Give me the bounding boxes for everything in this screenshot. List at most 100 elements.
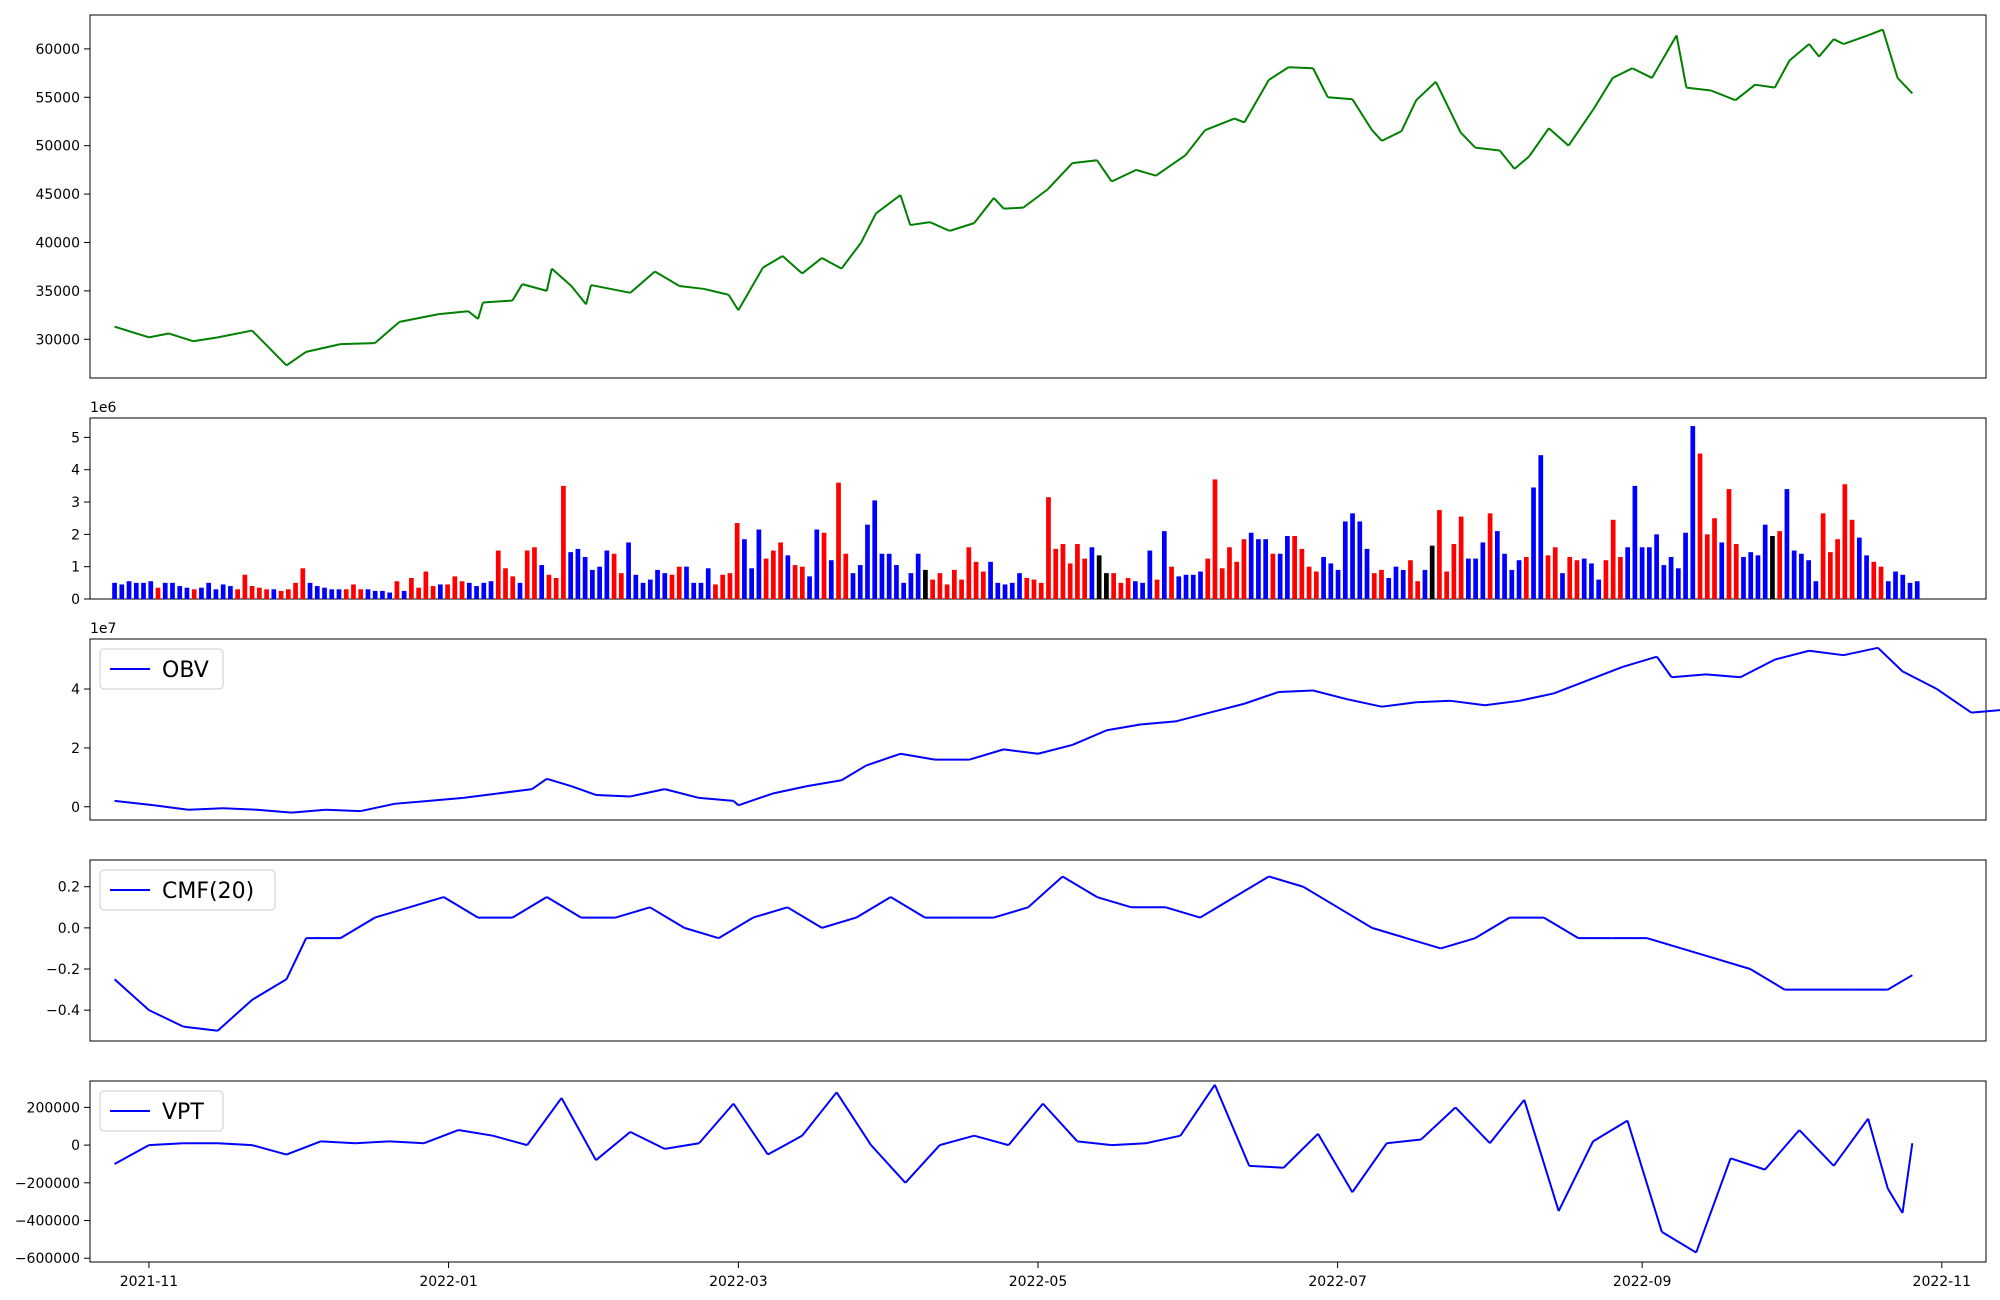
price-line-segment xyxy=(1022,188,1049,209)
volume-bar xyxy=(952,569,957,599)
volume-bar xyxy=(553,577,559,599)
price-line-segment xyxy=(482,299,513,304)
cmf-line-segment xyxy=(1887,974,1913,991)
price-line-segment xyxy=(910,221,931,227)
volume-bar xyxy=(597,566,602,599)
ytick-label: 1 xyxy=(71,560,80,576)
volume-bar xyxy=(930,579,935,599)
volume-bar xyxy=(669,574,675,599)
volume-bar xyxy=(1516,560,1522,599)
obv-line-segment xyxy=(114,799,154,807)
volume-bar xyxy=(242,574,248,599)
volume-bar xyxy=(278,590,284,599)
price-line-segment xyxy=(1773,60,1791,89)
volume-bar xyxy=(126,581,132,599)
price-line-segment xyxy=(570,285,587,306)
vpt-line-segment xyxy=(286,1140,322,1156)
volume-bar xyxy=(1386,577,1392,599)
volume-bar xyxy=(1256,539,1261,599)
price-line-segment xyxy=(1072,159,1098,165)
volume-bar xyxy=(655,569,660,599)
volume-bar xyxy=(213,589,219,599)
price-line-segment xyxy=(1651,34,1678,79)
volume-bar xyxy=(1473,558,1478,599)
vpt-line-segment xyxy=(1798,1129,1835,1167)
obv-line-segment xyxy=(394,799,430,805)
vpt-line-segment xyxy=(664,1142,700,1150)
price-line-segment xyxy=(114,325,150,339)
volume-bar xyxy=(1161,531,1167,599)
obv-line-segment xyxy=(630,788,665,798)
volume-bar xyxy=(582,556,588,599)
xtick-label: 2022-03 xyxy=(709,1274,768,1290)
vpt-line-segment xyxy=(1077,1140,1112,1147)
xtick-label: 2022-01 xyxy=(419,1274,478,1290)
volume-bar xyxy=(1190,574,1196,599)
price-line-segment xyxy=(1881,29,1899,79)
volume-bar xyxy=(1639,547,1645,599)
vpt-line-segment xyxy=(1386,1138,1422,1145)
volume-bar xyxy=(430,586,436,599)
cmf-line-segment xyxy=(1681,947,1717,960)
price-line-segment xyxy=(1135,168,1157,177)
obv-line-segment xyxy=(1209,702,1245,714)
obv-line-segment xyxy=(772,785,808,795)
price-line-segment xyxy=(1047,162,1074,190)
price-line-segment xyxy=(1513,155,1530,170)
volume-bar xyxy=(1647,547,1652,599)
vpt-line-segment xyxy=(1901,1143,1914,1214)
legend-label: CMF(20) xyxy=(162,879,254,904)
volume-bar xyxy=(307,582,313,599)
volume-bar xyxy=(300,568,306,599)
volume-bar xyxy=(959,579,964,599)
volume-bar xyxy=(445,584,450,599)
price-line-segment xyxy=(1498,149,1516,170)
cmf-line-segment xyxy=(1027,875,1064,909)
volume-bar xyxy=(720,574,726,599)
obv-line-segment xyxy=(571,785,597,796)
volume-bar xyxy=(1791,550,1797,599)
volume-bar xyxy=(1292,535,1297,599)
price-line-segment xyxy=(285,351,307,367)
volume-bar xyxy=(1878,566,1884,599)
vpt-line-segment xyxy=(870,1144,907,1184)
price-line-segment xyxy=(899,194,912,226)
obv-line-segment xyxy=(1175,711,1211,723)
obv-line-segment xyxy=(359,802,395,813)
volume-bar xyxy=(1321,556,1326,599)
volume-bar xyxy=(640,582,646,599)
volume-bar xyxy=(1799,553,1804,599)
price-line-segment xyxy=(1184,129,1206,156)
volume-bar xyxy=(1082,558,1088,599)
price-line-segment xyxy=(1843,34,1869,45)
volume-bar xyxy=(1885,581,1891,599)
cmf-line-segment xyxy=(1715,957,1751,970)
ytick-label: 60000 xyxy=(35,42,80,58)
volume-bar xyxy=(1234,561,1240,599)
volume-bar xyxy=(1357,521,1363,599)
volume-bar xyxy=(1466,558,1471,599)
volume-bar xyxy=(474,586,479,599)
volume-bar xyxy=(995,582,1001,599)
vpt-line-segment xyxy=(1249,1164,1284,1169)
volume-bar xyxy=(691,582,697,599)
volume-bar xyxy=(235,589,240,599)
price-line-segment xyxy=(1818,38,1835,58)
volume-bar xyxy=(524,550,530,599)
volume-bar xyxy=(1770,535,1775,599)
volume-bar xyxy=(749,568,755,599)
price-line-segment xyxy=(438,310,469,316)
vpt-line-segment xyxy=(767,1134,803,1156)
cmf-line-segment xyxy=(786,906,823,929)
price-line-segment xyxy=(340,342,375,346)
volume-bar xyxy=(1704,534,1710,599)
price-line-segment xyxy=(305,343,341,353)
volume-bar xyxy=(568,552,574,599)
volume-bar xyxy=(191,589,197,599)
volume-bar xyxy=(1502,553,1507,599)
volume-bar xyxy=(1248,532,1254,599)
volume-bar xyxy=(1828,552,1833,599)
vpt-line-segment xyxy=(148,1142,184,1147)
price-line-segment xyxy=(801,257,823,275)
volume-bar xyxy=(1596,579,1602,599)
